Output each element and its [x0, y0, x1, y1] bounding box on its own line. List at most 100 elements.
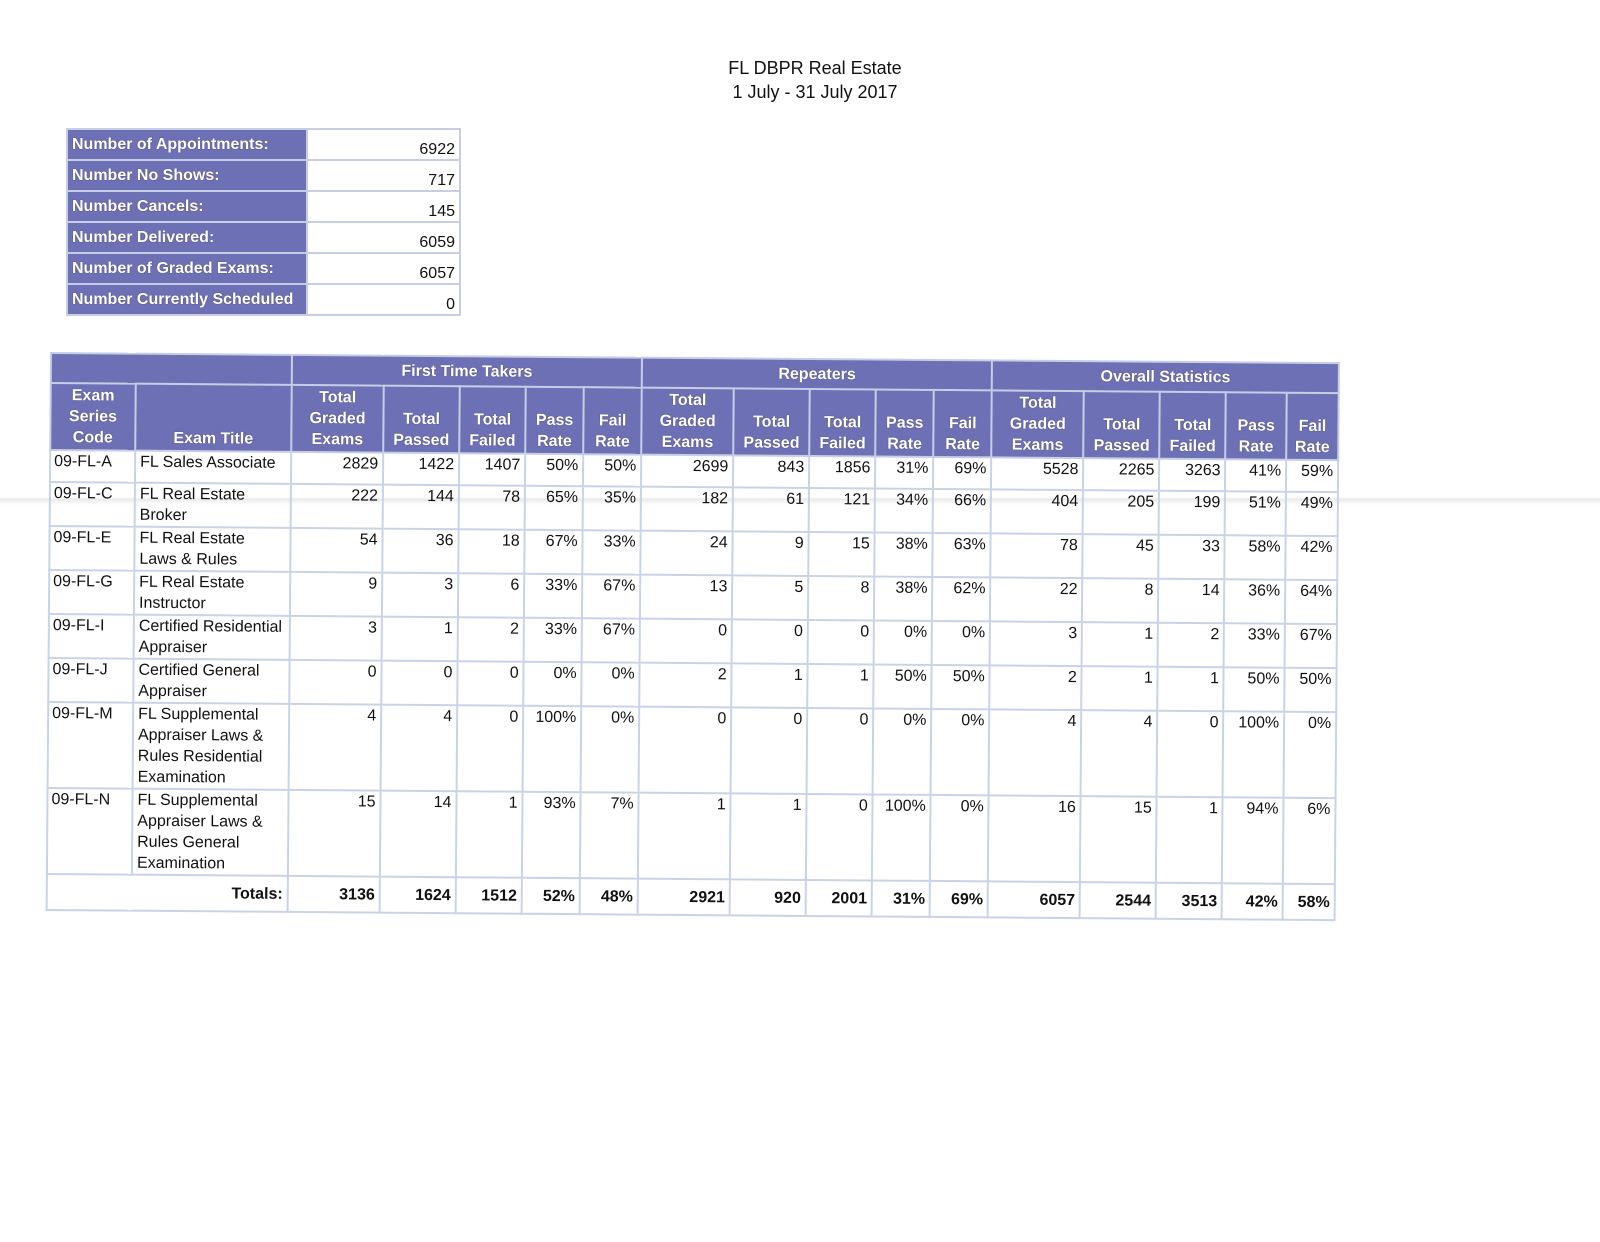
totals-ftt-cell: 52%	[521, 877, 581, 915]
col-header-exam-title: Exam Title	[135, 383, 292, 452]
rep-value-cell: 1	[807, 663, 874, 709]
rep-value-cell: 2699	[641, 454, 734, 488]
rep-value-cell: 100%	[872, 794, 931, 881]
all-value-cell: 8	[1082, 578, 1159, 623]
all-value-cell: 0%	[1283, 711, 1337, 799]
all-value-cell: 404	[990, 489, 1084, 535]
exam-code-cell: 09-FL-A	[49, 450, 136, 483]
col-header-all-passed: Total Passed	[1083, 391, 1161, 459]
all-value-cell: 2265	[1083, 458, 1160, 491]
exam-code-cell: 09-FL-M	[47, 701, 134, 789]
all-value-cell: 3263	[1159, 458, 1226, 492]
rep-value-cell: 8	[808, 575, 875, 621]
ftt-value-cell: 0	[289, 659, 382, 705]
ftt-value-cell: 0	[457, 661, 524, 706]
ftt-value-cell: 4	[288, 703, 382, 791]
all-value-cell: 2	[1157, 622, 1225, 668]
totals-all-cell: 58%	[1282, 883, 1335, 921]
report-title-block: FL DBPR Real Estate 1 July - 31 July 201…	[0, 56, 1600, 104]
col-header-ftt-fail-rate: Fail Rate	[583, 387, 642, 455]
all-value-cell: 6%	[1282, 797, 1336, 885]
all-value-cell: 64%	[1284, 579, 1338, 625]
ftt-value-cell: 67%	[524, 529, 583, 575]
all-value-cell: 42%	[1285, 535, 1338, 581]
ftt-value-cell: 2829	[290, 451, 384, 485]
all-value-cell: 1	[1081, 622, 1159, 667]
exam-title-cell: FL Real Estate Laws & Rules	[134, 526, 291, 572]
rep-value-cell: 121	[808, 487, 876, 533]
exam-code-cell: 09-FL-J	[48, 657, 134, 703]
ftt-value-cell: 50%	[525, 453, 584, 487]
ftt-value-cell: 0	[381, 660, 458, 706]
ftt-value-cell: 36	[382, 528, 459, 574]
summary-label: Number Currently Scheduled	[66, 283, 308, 316]
exam-title-cell: FL Real Estate Broker	[134, 482, 291, 528]
table-row: 09-FL-N FL Supplemental Appraiser Laws & …	[46, 787, 1336, 885]
totals-ftt-cell: 1624	[379, 876, 456, 914]
rep-value-cell: 2	[639, 662, 732, 708]
rep-value-cell: 0	[730, 707, 808, 794]
all-value-cell: 4	[1080, 710, 1158, 797]
ftt-value-cell: 100%	[522, 705, 582, 793]
ftt-value-cell: 67%	[581, 618, 641, 663]
all-value-cell: 2	[989, 665, 1082, 711]
all-value-cell: 14	[1158, 578, 1225, 624]
rep-value-cell: 0%	[930, 708, 990, 796]
rep-value-cell: 0%	[930, 794, 989, 882]
scan-artifact	[0, 497, 1600, 505]
table-row: 09-FL-M FL Supplemental Appraiser Laws & …	[47, 701, 1337, 799]
totals-ftt-cell: 1512	[455, 877, 523, 914]
ftt-value-cell: 144	[382, 484, 459, 530]
summary-row: Number Cancels: 145	[66, 190, 461, 223]
rep-value-cell: 0	[638, 706, 732, 794]
summary-value: 6057	[306, 252, 461, 285]
rep-value-cell: 24	[640, 530, 733, 576]
ftt-value-cell: 93%	[522, 791, 581, 879]
col-header-ftt-graded: Total Graded Exams	[291, 384, 384, 453]
all-value-cell: 78	[990, 533, 1083, 579]
totals-all-cell: 42%	[1222, 883, 1283, 920]
col-header-rep-passed: Total Passed	[733, 388, 810, 456]
ftt-value-cell: 3	[289, 615, 382, 661]
rep-value-cell: 843	[733, 455, 810, 488]
all-value-cell: 67%	[1284, 623, 1337, 669]
exam-title-cell: FL Sales Associate	[134, 450, 292, 484]
ftt-value-cell: 0%	[581, 662, 640, 707]
all-value-cell: 45	[1082, 534, 1159, 579]
col-header-exam-series-code: Exam Series Code	[50, 383, 136, 451]
rep-value-cell: 38%	[874, 576, 933, 621]
all-value-cell: 94%	[1222, 797, 1284, 884]
all-value-cell: 15	[1080, 796, 1157, 883]
ftt-value-cell: 3	[381, 572, 459, 618]
ftt-value-cell: 7%	[580, 792, 639, 879]
rep-value-cell: 38%	[874, 532, 933, 577]
ftt-value-cell: 65%	[524, 485, 584, 531]
ftt-value-cell: 15	[287, 789, 381, 877]
col-header-all-graded: Total Graded Exams	[991, 390, 1085, 459]
all-value-cell: 58%	[1224, 535, 1286, 580]
summary-value: 717	[306, 159, 461, 192]
rep-value-cell: 1856	[809, 455, 876, 489]
col-header-all-failed: Total Failed	[1159, 391, 1227, 460]
exam-title-cell: FL Real Estate Instructor	[133, 570, 291, 616]
rep-value-cell: 61	[732, 487, 810, 532]
rep-value-cell: 1	[638, 792, 731, 880]
all-value-cell: 33	[1158, 534, 1226, 580]
exam-code-cell: 09-FL-I	[48, 613, 134, 659]
summary-table: Number of Appointments: 6922 Number No Sho…	[66, 128, 461, 316]
col-header-rep-pass-rate: Pass Rate	[875, 389, 935, 457]
all-value-cell: 4	[988, 709, 1082, 797]
exam-results-table: First Time Takers Repeaters Overall Stat…	[46, 352, 1340, 921]
all-value-cell: 49%	[1285, 491, 1338, 537]
all-value-cell: 1	[1157, 666, 1225, 712]
ftt-value-cell: 0%	[580, 706, 640, 793]
summary-row: Number of Appointments: 6922	[66, 128, 461, 161]
rep-value-cell: 50%	[873, 664, 932, 709]
rep-value-cell: 50%	[931, 664, 990, 710]
all-value-cell: 3	[989, 621, 1083, 667]
summary-row: Number of Graded Exams: 6057	[66, 252, 461, 285]
totals-all-cell: 6057	[987, 881, 1081, 919]
ftt-value-cell: 1	[455, 791, 523, 878]
all-value-cell: 100%	[1223, 711, 1285, 798]
ftt-value-cell: 33%	[523, 617, 583, 663]
